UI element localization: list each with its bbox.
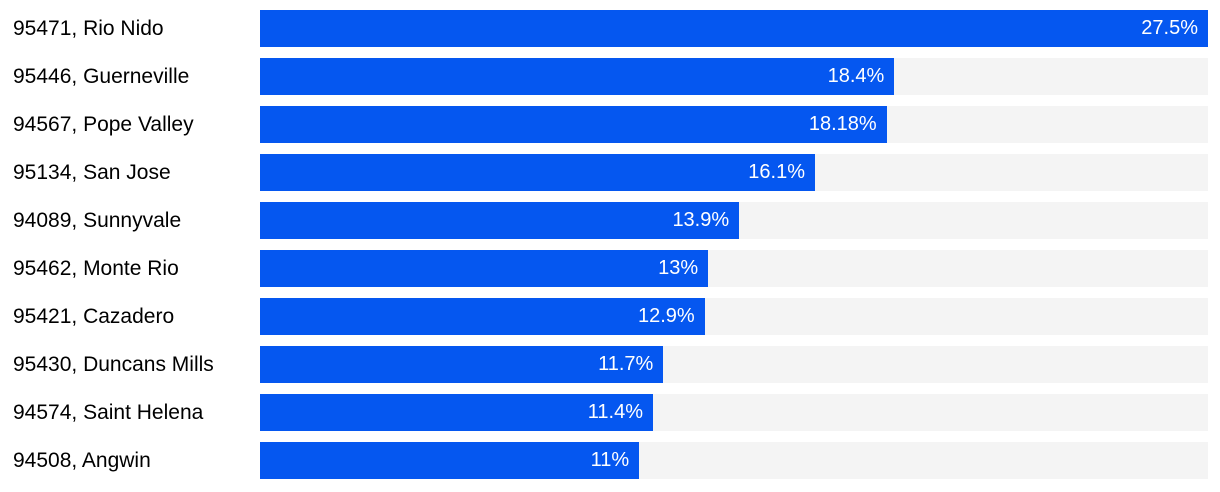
bar[interactable]: 11.7% [260, 346, 664, 383]
bar[interactable]: 11% [260, 442, 640, 479]
bar-row: 95430, Duncans Mills 11.7% [0, 346, 1220, 383]
category-label: 95462, Monte Rio [13, 256, 179, 280]
bar-row: 95471, Rio Nido 27.5% [0, 10, 1220, 47]
bar-value-label: 12.9% [637, 305, 695, 327]
bar-row: 95134, San Jose 16.1% [0, 154, 1220, 191]
bar-track: 13% [260, 250, 1208, 287]
bar-value-label: 18.4% [827, 65, 885, 87]
bar-track: 13.9% [260, 202, 1208, 239]
bar[interactable]: 12.9% [260, 298, 705, 335]
bar[interactable]: 13.9% [260, 202, 740, 239]
bar-value-label: 16.1% [748, 161, 805, 183]
bar-value-label: 13.9% [672, 209, 730, 231]
category-label: 95421, Cazadero [13, 304, 175, 328]
bar[interactable]: 18.18% [260, 106, 887, 143]
category-label: 94508, Angwin [13, 448, 151, 472]
bar-track: 12.9% [260, 298, 1208, 335]
category-label: 94567, Pope Valley [13, 112, 194, 136]
category-label: 94574, Saint Helena [13, 400, 204, 424]
category-label: 95134, San Jose [13, 160, 171, 184]
bar-value-label: 18.18% [808, 113, 877, 135]
bar[interactable]: 18.4% [260, 58, 895, 95]
bar-track: 18.4% [260, 58, 1208, 95]
bar-row: 95446, Guerneville 18.4% [0, 58, 1220, 95]
bar[interactable]: 13% [260, 250, 709, 287]
category-label: 95430, Duncans Mills [13, 352, 214, 376]
bar-track: 11.4% [260, 394, 1208, 431]
bar-track: 11.7% [260, 346, 1208, 383]
bar-row: 94508, Angwin 11% [0, 442, 1220, 479]
bar[interactable]: 27.5% [260, 10, 1208, 47]
category-label: 94089, Sunnyvale [13, 208, 182, 232]
bar-value-label: 11% [590, 449, 630, 471]
bar[interactable]: 16.1% [260, 154, 815, 191]
bar-track: 16.1% [260, 154, 1208, 191]
bar-row: 94567, Pope Valley 18.18% [0, 106, 1220, 143]
category-label: 95446, Guerneville [13, 64, 190, 88]
bar-row: 95421, Cazadero 12.9% [0, 298, 1220, 335]
bar[interactable]: 11.4% [260, 394, 653, 431]
bar-value-label: 11.4% [587, 401, 643, 423]
bar-row: 95462, Monte Rio 13% [0, 250, 1220, 287]
category-label: 95471, Rio Nido [13, 16, 164, 40]
bar-value-label: 13% [658, 257, 699, 279]
bar-row: 94574, Saint Helena 11.4% [0, 394, 1220, 431]
bar-value-label: 27.5% [1141, 17, 1198, 39]
bar-track: 11% [260, 442, 1208, 479]
bar-row: 94089, Sunnyvale 13.9% [0, 202, 1220, 239]
bar-value-label: 11.7% [598, 353, 654, 375]
bar-track: 27.5% [260, 10, 1208, 47]
bar-track: 18.18% [260, 106, 1208, 143]
